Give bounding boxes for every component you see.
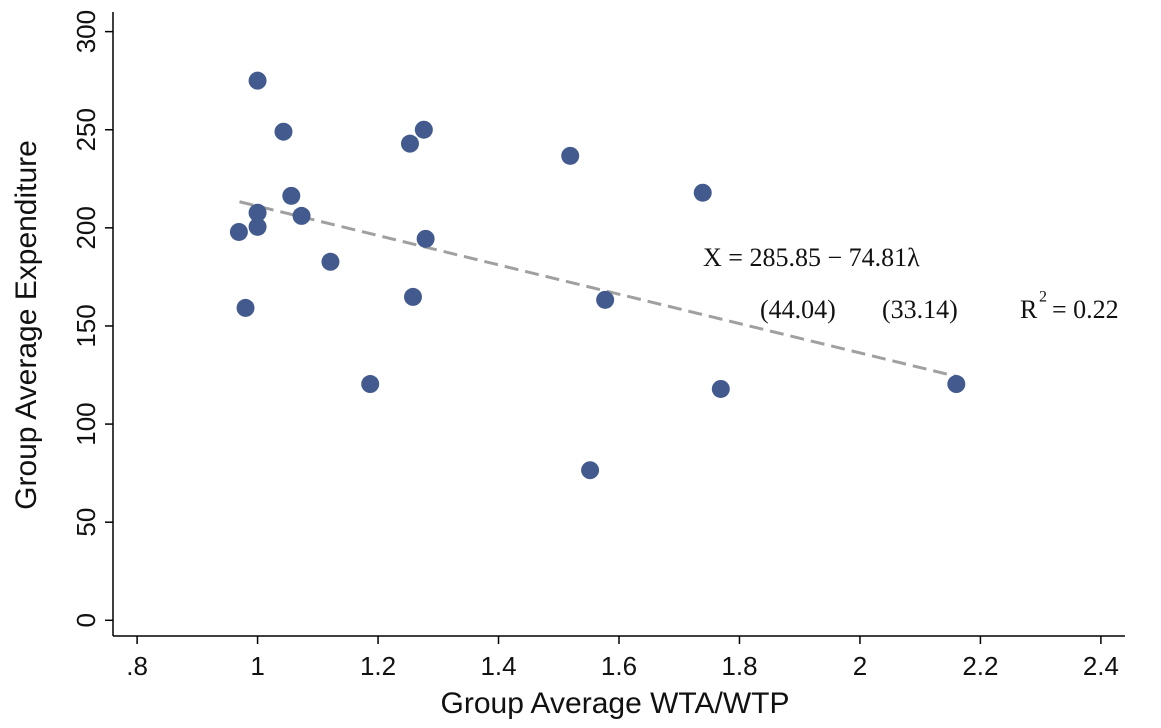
- point: [248, 217, 267, 236]
- point: [403, 287, 422, 306]
- x-tick-label: 2: [853, 651, 867, 681]
- x-tick-label: 1.4: [480, 651, 516, 681]
- point: [229, 222, 248, 241]
- annotation: R: [1020, 295, 1038, 324]
- point: [693, 183, 712, 202]
- y-tick-label: 150: [71, 304, 101, 347]
- y-tick-label: 50: [71, 508, 101, 537]
- point: [321, 252, 340, 271]
- x-tick-label: 1: [250, 651, 264, 681]
- y-tick-label: 250: [71, 108, 101, 151]
- point: [711, 379, 730, 398]
- annotation: (44.04): [760, 295, 836, 324]
- point: [400, 134, 419, 153]
- point: [361, 375, 380, 394]
- annotation: X = 285.85 − 74.81λ: [703, 243, 920, 272]
- point: [248, 203, 267, 222]
- point: [581, 461, 600, 480]
- point: [236, 298, 255, 317]
- annotation: 2: [1039, 289, 1047, 306]
- annotation: = 0.22: [1052, 295, 1119, 324]
- x-tick-label: .8: [126, 651, 148, 681]
- x-tick-label: 2.4: [1083, 651, 1119, 681]
- y-tick-label: 100: [71, 402, 101, 445]
- point: [596, 290, 615, 309]
- x-axis-title: Group Average WTA/WTP: [441, 687, 790, 720]
- point: [274, 122, 293, 141]
- x-tick-label: 1.2: [360, 651, 396, 681]
- y-tick-label: 200: [71, 206, 101, 249]
- point: [414, 120, 433, 139]
- y-axis-title: Group Average Expenditure: [10, 140, 43, 510]
- y-tick-label: 0: [71, 613, 101, 627]
- point: [282, 186, 301, 205]
- x-tick-label: 1.6: [601, 651, 637, 681]
- x-tick-label: 2.2: [962, 651, 998, 681]
- point: [561, 146, 580, 165]
- point: [292, 206, 311, 225]
- x-tick-label: 1.8: [721, 651, 757, 681]
- point: [947, 375, 966, 394]
- point: [248, 71, 267, 90]
- y-tick-label: 300: [71, 10, 101, 53]
- annotation: (33.14): [882, 295, 958, 324]
- trendline: [239, 200, 957, 378]
- point: [416, 229, 435, 248]
